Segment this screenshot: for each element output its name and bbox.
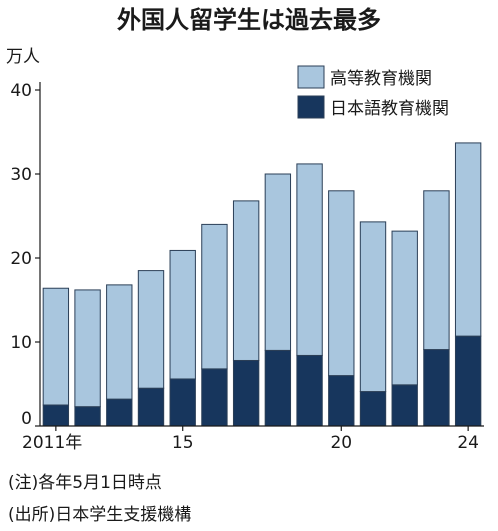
note-date: (注)各年5月1日時点 xyxy=(8,473,162,493)
y-axis-ticks: 0 10 20 30 40 xyxy=(10,81,40,429)
bar-2022-higher-education xyxy=(391,230,418,386)
bar-2016-language-school xyxy=(201,368,228,427)
bar-2017-language-school xyxy=(232,359,260,427)
bar-2023-language-school xyxy=(423,349,450,427)
bar-2012-higher-education xyxy=(74,289,101,408)
bar-2013-higher-education xyxy=(106,284,133,400)
bar-2018-language-school xyxy=(264,349,292,427)
bar-2019-higher-education xyxy=(296,163,323,356)
bar-2020-language-school xyxy=(328,375,355,427)
note-source: (出所)日本学生支援機構 xyxy=(8,505,191,525)
bar-2024-higher-education xyxy=(454,142,482,337)
y-tick-label: 20 xyxy=(10,249,32,269)
x-tick-label: 20 xyxy=(330,433,352,453)
bar-2014-language-school xyxy=(137,387,165,427)
x-tick-label: 15 xyxy=(172,433,194,453)
x-tick-label: 24 xyxy=(457,433,479,453)
chart-title: 外国人留学生は過去最多 xyxy=(117,6,381,34)
y-tick-label: 0 xyxy=(21,409,32,429)
legend-label: 日本語教育機関 xyxy=(330,99,449,119)
y-tick-label: 10 xyxy=(10,333,32,353)
bar-2012-language-school xyxy=(74,406,101,427)
bar-2016-higher-education xyxy=(201,223,228,370)
x-tick-label: 2011年 xyxy=(22,433,82,453)
y-tick-label: 40 xyxy=(10,81,32,101)
bars xyxy=(42,142,482,427)
bar-2018-higher-education xyxy=(264,173,292,351)
bar-2019-language-school xyxy=(296,354,323,427)
legend-label: 高等教育機関 xyxy=(330,69,432,89)
legend-swatch xyxy=(297,65,325,89)
bar-2015-higher-education xyxy=(169,249,196,380)
bar-2017-higher-education xyxy=(232,200,260,361)
bar-2023-higher-education xyxy=(423,190,450,351)
bar-2022-language-school xyxy=(391,384,418,427)
y-axis-unit: 万人 xyxy=(6,47,40,67)
x-axis-ticks: 2011年 15 20 24 xyxy=(22,426,479,453)
bar-2015-language-school xyxy=(169,378,196,427)
bar-2011-language-school xyxy=(42,404,70,427)
y-tick-label: 30 xyxy=(10,165,32,185)
legend-swatch xyxy=(297,95,325,119)
bar-2011-higher-education xyxy=(42,287,70,406)
bar-2020-higher-education xyxy=(328,190,355,377)
bar-2021-language-school xyxy=(359,391,387,427)
bar-2021-higher-education xyxy=(359,221,387,393)
bar-2013-language-school xyxy=(106,398,133,427)
bar-2014-higher-education xyxy=(137,270,165,389)
bar-2024-language-school xyxy=(454,335,482,427)
